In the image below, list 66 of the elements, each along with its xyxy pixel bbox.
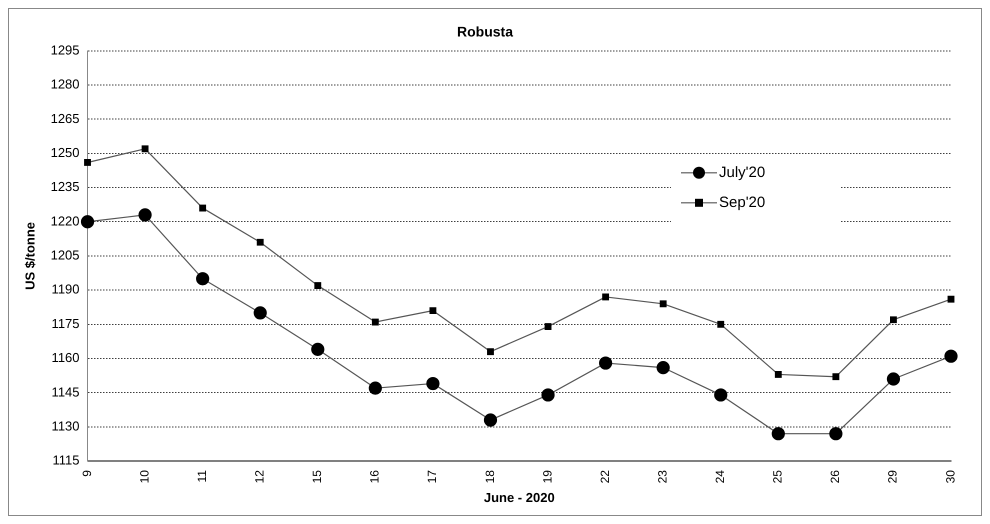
chart-title: Robusta [457,23,514,40]
point [886,372,900,386]
point [142,145,149,152]
point [717,320,724,328]
x-tick-label: 18 [482,470,497,484]
x-axis-title: June - 2020 [484,490,555,505]
y-tick-label: 1160 [52,350,80,366]
x-tick-label: 19 [540,470,554,484]
y-tick-label: 1205 [50,248,80,263]
y-axis-title: US $/tonne [22,222,38,290]
point [656,361,670,374]
y-tick-label: 1295 [50,42,80,58]
point [368,382,382,395]
x-tick-label: 16 [368,470,382,484]
point [138,208,152,222]
point [544,323,552,330]
point [890,316,897,324]
point [484,413,498,427]
x-tick-label: 15 [310,470,324,484]
point [948,296,954,303]
point [829,427,842,440]
point [256,238,264,246]
point [541,388,555,402]
x-tick-label: 30 [943,470,958,484]
point [774,371,782,378]
y-tick-label: 1175 [52,316,80,331]
point [80,215,94,228]
x-tick-label: 11 [194,470,209,483]
x-tick-label: 17 [425,470,440,484]
point [772,427,785,440]
x-tick-label: 26 [828,470,842,484]
x-tick-label: 25 [770,470,785,484]
x-tick-label: 10 [137,470,152,484]
point [832,373,840,380]
legend-label: July'20 [719,164,766,181]
y-tick-label: 1280 [50,76,80,92]
y-tick-label: 1220 [50,213,80,228]
point [714,388,728,402]
point [599,356,612,370]
x-tick-label: 29 [886,470,900,484]
point [944,350,958,363]
point [311,342,324,356]
point [660,300,667,308]
x-tick-label: 12 [252,470,267,484]
x-tick-label: 22 [598,470,612,484]
y-tick-label: 1190 [52,282,80,297]
point [429,307,436,314]
point [426,376,440,390]
point [602,294,610,300]
point [196,272,210,286]
y-tick-label: 1235 [50,179,80,194]
point [254,306,267,320]
x-tick-label: 24 [713,470,728,484]
point [84,159,91,166]
x-tick-label: 23 [655,470,670,484]
legend-label: Sep'20 [719,194,766,211]
y-tick-label: 1130 [52,418,80,434]
point [372,318,379,326]
point [487,348,494,356]
y-tick-label: 1115 [52,452,80,468]
point [199,204,206,212]
y-tick-label: 1250 [50,144,80,160]
y-tick-label: 1145 [52,384,80,400]
y-tick-label: 1265 [50,110,80,126]
x-tick-label: 9 [80,470,94,477]
point [314,282,322,289]
